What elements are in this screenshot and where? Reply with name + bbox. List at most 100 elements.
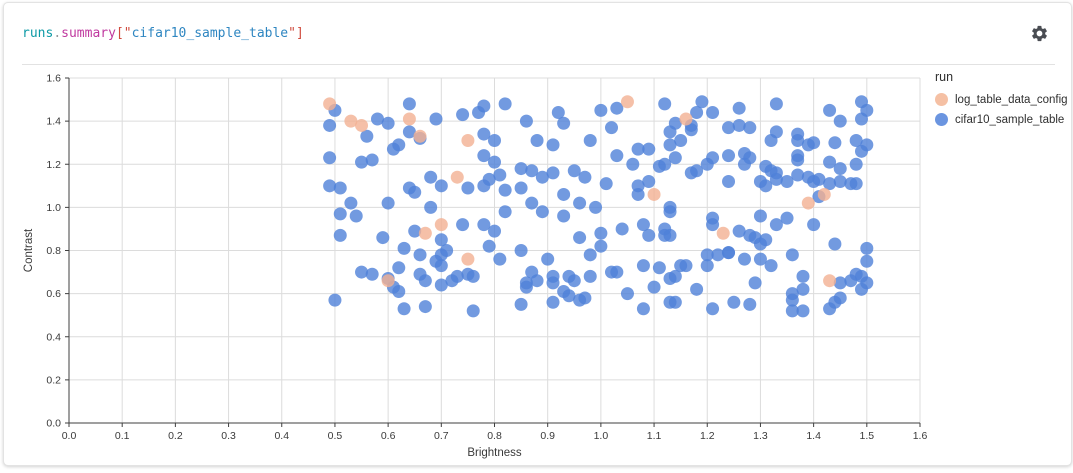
scatter-point-cifar10_sample_table[interactable] xyxy=(519,114,533,128)
scatter-point-cifar10_sample_table[interactable] xyxy=(668,269,682,283)
scatter-point-cifar10_sample_table[interactable] xyxy=(530,274,544,288)
scatter-point-cifar10_sample_table[interactable] xyxy=(823,155,837,169)
scatter-point-cifar10_sample_table[interactable] xyxy=(706,106,720,119)
scatter-point-cifar10_sample_table[interactable] xyxy=(833,276,847,290)
scatter-point-cifar10_sample_table[interactable] xyxy=(732,224,746,238)
scatter-point-cifar10_sample_table[interactable] xyxy=(658,157,672,171)
scatter-point-cifar10_sample_table[interactable] xyxy=(722,246,736,260)
scatter-point-cifar10_sample_table[interactable] xyxy=(605,121,619,135)
scatter-point-cifar10_sample_table[interactable] xyxy=(365,153,379,167)
scatter-point-cifar10_sample_table[interactable] xyxy=(642,228,656,242)
legend-item[interactable]: cifar10_sample_table xyxy=(935,113,1068,126)
scatter-point-cifar10_sample_table[interactable] xyxy=(573,196,587,210)
scatter-point-cifar10_sample_table[interactable] xyxy=(759,233,773,247)
scatter-point-log_table_data_config[interactable] xyxy=(817,187,831,201)
scatter-point-cifar10_sample_table[interactable] xyxy=(706,218,720,232)
scatter-point-cifar10_sample_table[interactable] xyxy=(663,228,677,242)
scatter-point-cifar10_sample_table[interactable] xyxy=(477,149,491,163)
scatter-point-cifar10_sample_table[interactable] xyxy=(737,157,751,171)
scatter-point-cifar10_sample_table[interactable] xyxy=(386,142,400,156)
scatter-point-cifar10_sample_table[interactable] xyxy=(488,224,501,238)
scatter-point-cifar10_sample_table[interactable] xyxy=(753,209,767,223)
scatter-point-log_table_data_config[interactable] xyxy=(323,97,337,111)
scatter-point-cifar10_sample_table[interactable] xyxy=(679,259,693,273)
scatter-point-cifar10_sample_table[interactable] xyxy=(535,170,549,184)
scatter-point-cifar10_sample_table[interactable] xyxy=(737,252,751,266)
scatter-point-cifar10_sample_table[interactable] xyxy=(854,282,868,296)
scatter-point-cifar10_sample_table[interactable] xyxy=(424,170,438,184)
scatter-point-cifar10_sample_table[interactable] xyxy=(546,295,560,309)
scatter-point-cifar10_sample_table[interactable] xyxy=(557,209,571,223)
scatter-point-cifar10_sample_table[interactable] xyxy=(711,248,725,262)
scatter-point-cifar10_sample_table[interactable] xyxy=(477,218,491,232)
scatter-point-cifar10_sample_table[interactable] xyxy=(402,125,416,139)
scatter-point-cifar10_sample_table[interactable] xyxy=(546,138,560,152)
scatter-point-cifar10_sample_table[interactable] xyxy=(674,134,688,148)
scatter-point-cifar10_sample_table[interactable] xyxy=(551,106,565,119)
scatter-point-log_table_data_config[interactable] xyxy=(344,114,358,128)
scatter-point-log_table_data_config[interactable] xyxy=(801,196,815,210)
scatter-point-log_table_data_config[interactable] xyxy=(355,118,369,132)
scatter-point-cifar10_sample_table[interactable] xyxy=(849,157,863,171)
scatter-point-cifar10_sample_table[interactable] xyxy=(514,162,528,176)
scatter-point-cifar10_sample_table[interactable] xyxy=(482,172,496,186)
scatter-point-cifar10_sample_table[interactable] xyxy=(514,297,528,311)
scatter-point-cifar10_sample_table[interactable] xyxy=(663,125,677,139)
scatter-point-cifar10_sample_table[interactable] xyxy=(860,241,874,255)
scatter-point-cifar10_sample_table[interactable] xyxy=(748,276,762,290)
scatter-point-cifar10_sample_table[interactable] xyxy=(381,116,395,130)
scatter-point-cifar10_sample_table[interactable] xyxy=(424,200,438,214)
scatter-point-cifar10_sample_table[interactable] xyxy=(849,134,863,148)
scatter-point-cifar10_sample_table[interactable] xyxy=(636,259,650,273)
scatter-point-cifar10_sample_table[interactable] xyxy=(488,155,501,169)
scatter-point-cifar10_sample_table[interactable] xyxy=(785,304,799,318)
scatter-point-cifar10_sample_table[interactable] xyxy=(642,142,656,156)
scatter-point-cifar10_sample_table[interactable] xyxy=(785,248,799,262)
scatter-point-cifar10_sample_table[interactable] xyxy=(807,218,821,232)
scatter-point-cifar10_sample_table[interactable] xyxy=(796,269,810,283)
scatter-point-cifar10_sample_table[interactable] xyxy=(823,103,837,117)
scatter-point-cifar10_sample_table[interactable] xyxy=(328,293,342,307)
scatter-point-cifar10_sample_table[interactable] xyxy=(514,244,528,257)
scatter-point-cifar10_sample_table[interactable] xyxy=(333,181,347,195)
scatter-point-cifar10_sample_table[interactable] xyxy=(668,295,682,309)
scatter-point-cifar10_sample_table[interactable] xyxy=(833,162,847,176)
scatter-point-cifar10_sample_table[interactable] xyxy=(392,284,406,298)
scatter-point-cifar10_sample_table[interactable] xyxy=(450,269,464,283)
scatter-point-cifar10_sample_table[interactable] xyxy=(764,134,778,148)
scatter-point-cifar10_sample_table[interactable] xyxy=(519,276,533,290)
scatter-point-cifar10_sample_table[interactable] xyxy=(323,179,337,193)
scatter-point-cifar10_sample_table[interactable] xyxy=(791,168,805,182)
scatter-point-cifar10_sample_table[interactable] xyxy=(355,155,369,169)
scatter-point-cifar10_sample_table[interactable] xyxy=(541,252,555,266)
gear-icon[interactable] xyxy=(1030,24,1049,43)
scatter-point-log_table_data_config[interactable] xyxy=(620,95,634,109)
scatter-point-cifar10_sample_table[interactable] xyxy=(434,179,448,193)
scatter-point-cifar10_sample_table[interactable] xyxy=(722,121,736,135)
scatter-point-cifar10_sample_table[interactable] xyxy=(626,157,640,171)
scatter-point-cifar10_sample_table[interactable] xyxy=(333,207,347,221)
scatter-point-cifar10_sample_table[interactable] xyxy=(780,211,794,225)
scatter-point-cifar10_sample_table[interactable] xyxy=(594,226,608,240)
scatter-point-cifar10_sample_table[interactable] xyxy=(408,185,422,199)
scatter-point-log_table_data_config[interactable] xyxy=(679,112,693,126)
scatter-point-cifar10_sample_table[interactable] xyxy=(849,177,863,191)
scatter-point-log_table_data_config[interactable] xyxy=(402,112,416,126)
scatter-point-cifar10_sample_table[interactable] xyxy=(610,265,624,279)
scatter-point-cifar10_sample_table[interactable] xyxy=(562,289,576,303)
scatter-point-cifar10_sample_table[interactable] xyxy=(727,295,741,309)
scatter-point-cifar10_sample_table[interactable] xyxy=(583,269,597,283)
scatter-point-cifar10_sample_table[interactable] xyxy=(828,136,842,150)
scatter-point-cifar10_sample_table[interactable] xyxy=(642,175,656,188)
scatter-point-cifar10_sample_table[interactable] xyxy=(647,280,661,294)
scatter-point-cifar10_sample_table[interactable] xyxy=(690,164,704,178)
scatter-point-cifar10_sample_table[interactable] xyxy=(546,276,560,290)
scatter-point-cifar10_sample_table[interactable] xyxy=(599,177,613,191)
scatter-point-cifar10_sample_table[interactable] xyxy=(376,231,390,245)
scatter-point-cifar10_sample_table[interactable] xyxy=(477,127,491,141)
scatter-point-cifar10_sample_table[interactable] xyxy=(323,151,337,165)
scatter-point-cifar10_sample_table[interactable] xyxy=(791,153,805,167)
scatter-point-cifar10_sample_table[interactable] xyxy=(349,209,363,223)
scatter-point-cifar10_sample_table[interactable] xyxy=(397,241,411,255)
legend-item[interactable]: log_table_data_config xyxy=(935,93,1068,106)
